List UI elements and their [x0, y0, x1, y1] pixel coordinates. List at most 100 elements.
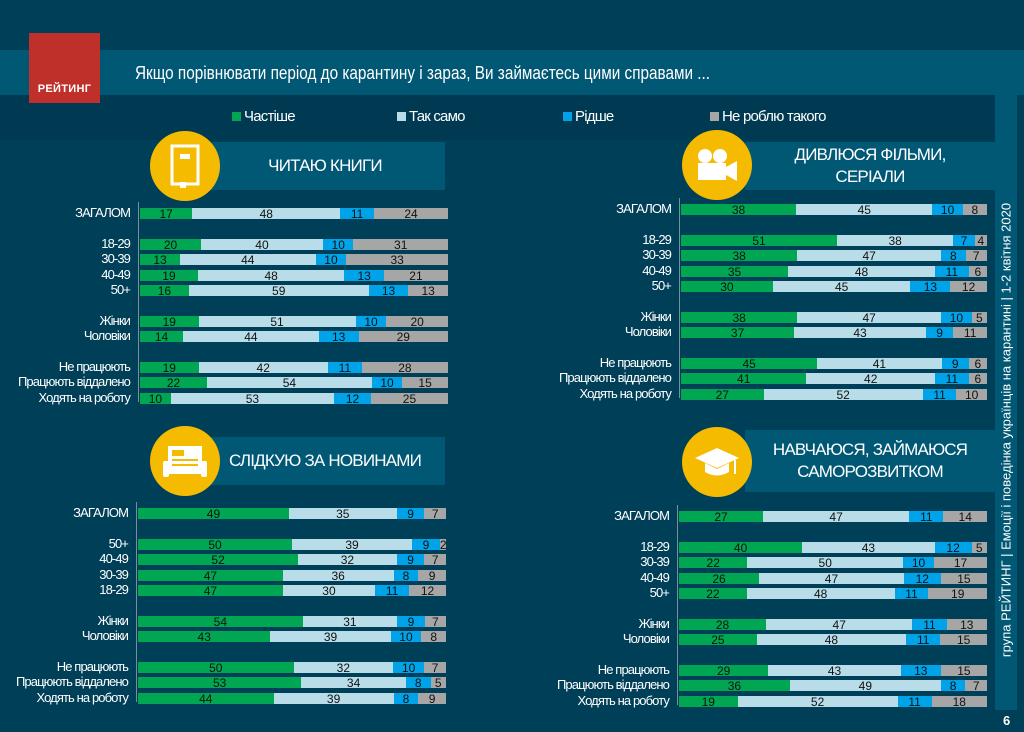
bar-segment-less: 10 — [371, 377, 403, 389]
bar-segment-none: 2 — [439, 538, 447, 552]
bar-segment-none: 20 — [386, 316, 448, 328]
bar-row: ЗАГАЛОМ 49 35 9 7 — [73, 505, 446, 520]
bar-segment-same: 45 — [772, 281, 911, 293]
bar-segment-less: 13 — [368, 285, 409, 297]
bar-row: Не працюють 50 32 10 7 — [57, 659, 446, 674]
category-label: ЗАГАЛОМ — [616, 201, 672, 216]
bar-row: Ходять на роботу 44 39 8 9 — [36, 690, 446, 705]
category-label: 18-29 — [99, 582, 129, 597]
bar-segment-less: 9 — [412, 539, 440, 551]
page-title: Якщо порівнювати період до карантину і з… — [135, 63, 711, 83]
bar-row: 18-29 40 43 12 5 — [640, 539, 987, 554]
category-label: Не працюють — [599, 355, 672, 370]
bar-segment-less: 9 — [925, 327, 954, 339]
category-label: 50+ — [110, 282, 131, 297]
bar-segment-more: 53 — [138, 677, 302, 689]
category-label: Не працюють — [597, 662, 670, 677]
bar-segment-same: 44 — [183, 331, 319, 343]
stacked-bar: 27 52 11 10 — [681, 389, 987, 401]
panel-title-study: НАВЧАЮСЯ, ЗАЙМАЮСЯ САМОРОЗВИТКОМ — [745, 430, 995, 492]
bar-segment-same: 48 — [756, 634, 907, 646]
stacked-bar: 47 36 8 9 — [138, 570, 446, 582]
bar-segment-none: 6 — [968, 266, 987, 278]
bar-segment-more: 45 — [681, 358, 818, 370]
graduation-cap-icon — [682, 427, 752, 497]
bar-row: Жінки 54 31 9 7 — [97, 613, 446, 628]
bar-segment-less: 10 — [902, 557, 935, 569]
bar-segment-none: 13 — [946, 619, 987, 631]
bar-segment-same: 48 — [788, 266, 935, 278]
bar-segment-less: 8 — [940, 680, 966, 692]
bar-segment-more: 16 — [140, 285, 189, 297]
bar-segment-more: 52 — [138, 554, 299, 566]
stacked-bar: 38 47 10 5 — [681, 312, 987, 324]
bar-segment-none: 15 — [940, 665, 987, 677]
bar-segment-none: 5 — [971, 312, 987, 324]
bar-row: 18-29 51 38 7 4 — [642, 232, 987, 247]
bar-segment-same: 40 — [200, 239, 323, 251]
bar-segment-less: 10 — [941, 312, 972, 324]
panel-title-books: ЧИТАЮ КНИГИ — [205, 142, 445, 190]
bar-segment-more: 47 — [138, 585, 283, 597]
bar-segment-none: 14 — [943, 511, 987, 523]
bar-segment-same: 32 — [293, 662, 394, 674]
category-label: 40-49 — [640, 570, 670, 585]
bar-row: Працюють віддалено 53 34 8 5 — [16, 674, 446, 689]
legend-swatch — [232, 112, 241, 121]
page-number: 6 — [1003, 713, 1011, 728]
legend-swatch — [397, 112, 406, 121]
bar-row: Жінки 28 47 11 13 — [638, 616, 987, 631]
bar-segment-less: 11 — [897, 696, 932, 708]
bar-segment-same: 47 — [759, 573, 904, 585]
bar-segment-same: 51 — [198, 316, 356, 328]
bar-segment-none: 15 — [402, 377, 448, 389]
bar-segment-more: 27 — [681, 389, 764, 401]
bar-row: ЗАГАЛОМ 27 47 11 14 — [614, 508, 987, 523]
category-label: ЗАГАЛОМ — [73, 505, 129, 520]
bar-segment-less: 10 — [355, 316, 387, 328]
bar-segment-none: 6 — [968, 358, 987, 370]
legend-label: Рідше — [575, 108, 614, 125]
category-label: Ходять на роботу — [579, 386, 671, 401]
bar-segment-more: 19 — [140, 316, 199, 328]
stacked-bar: 45 41 9 6 — [681, 358, 987, 370]
bar-segment-more: 22 — [140, 377, 208, 389]
bar-segment-more: 14 — [140, 331, 184, 343]
bar-segment-same: 43 — [768, 665, 901, 677]
stacked-bar: 37 43 9 11 — [681, 327, 987, 339]
bar-row: Чоловіки 37 43 9 11 — [625, 324, 987, 339]
category-label: Не працюють — [58, 359, 131, 374]
category-label: 50+ — [651, 278, 672, 293]
bar-segment-same: 45 — [796, 204, 933, 216]
bar-segment-less: 10 — [315, 254, 347, 266]
category-label: Жінки — [97, 613, 128, 628]
category-label: Ходять на роботу — [577, 693, 669, 708]
category-label: 18-29 — [642, 232, 672, 247]
bar-segment-same: 39 — [292, 539, 413, 551]
bar-segment-more: 44 — [138, 693, 274, 705]
bar-segment-more: 40 — [679, 542, 803, 554]
bar-segment-more: 37 — [681, 327, 795, 339]
bar-segment-more: 25 — [679, 634, 757, 646]
bar-segment-more: 22 — [679, 557, 748, 569]
bar-row: Жінки 38 47 10 5 — [640, 309, 987, 324]
bar-segment-less: 13 — [900, 665, 941, 677]
category-label: Не працюють — [56, 659, 129, 674]
category-label: ЗАГАЛОМ — [75, 205, 131, 220]
stacked-bar: 19 52 11 18 — [679, 696, 987, 708]
bar-row: Ходять на роботу 10 53 12 25 — [38, 390, 448, 405]
book-icon — [150, 131, 220, 201]
bar-segment-none: 33 — [346, 254, 448, 266]
category-label: Ходять на роботу — [36, 690, 128, 705]
stacked-bar: 10 53 12 25 — [140, 393, 448, 405]
stacked-bar: 50 39 9 2 — [138, 538, 447, 552]
bar-segment-none: 11 — [953, 327, 987, 339]
stacked-bar: 22 48 11 19 — [679, 588, 987, 600]
stacked-bar: 52 32 9 7 — [138, 554, 446, 566]
bar-segment-none: 9 — [418, 570, 446, 582]
bar-segment-more: 49 — [138, 508, 289, 520]
category-label: 40-49 — [99, 551, 129, 566]
bar-row: 40-49 52 32 9 7 — [99, 551, 446, 566]
bar-row: Не працюють 45 41 9 6 — [600, 355, 987, 370]
bar-segment-more: 13 — [140, 254, 181, 266]
